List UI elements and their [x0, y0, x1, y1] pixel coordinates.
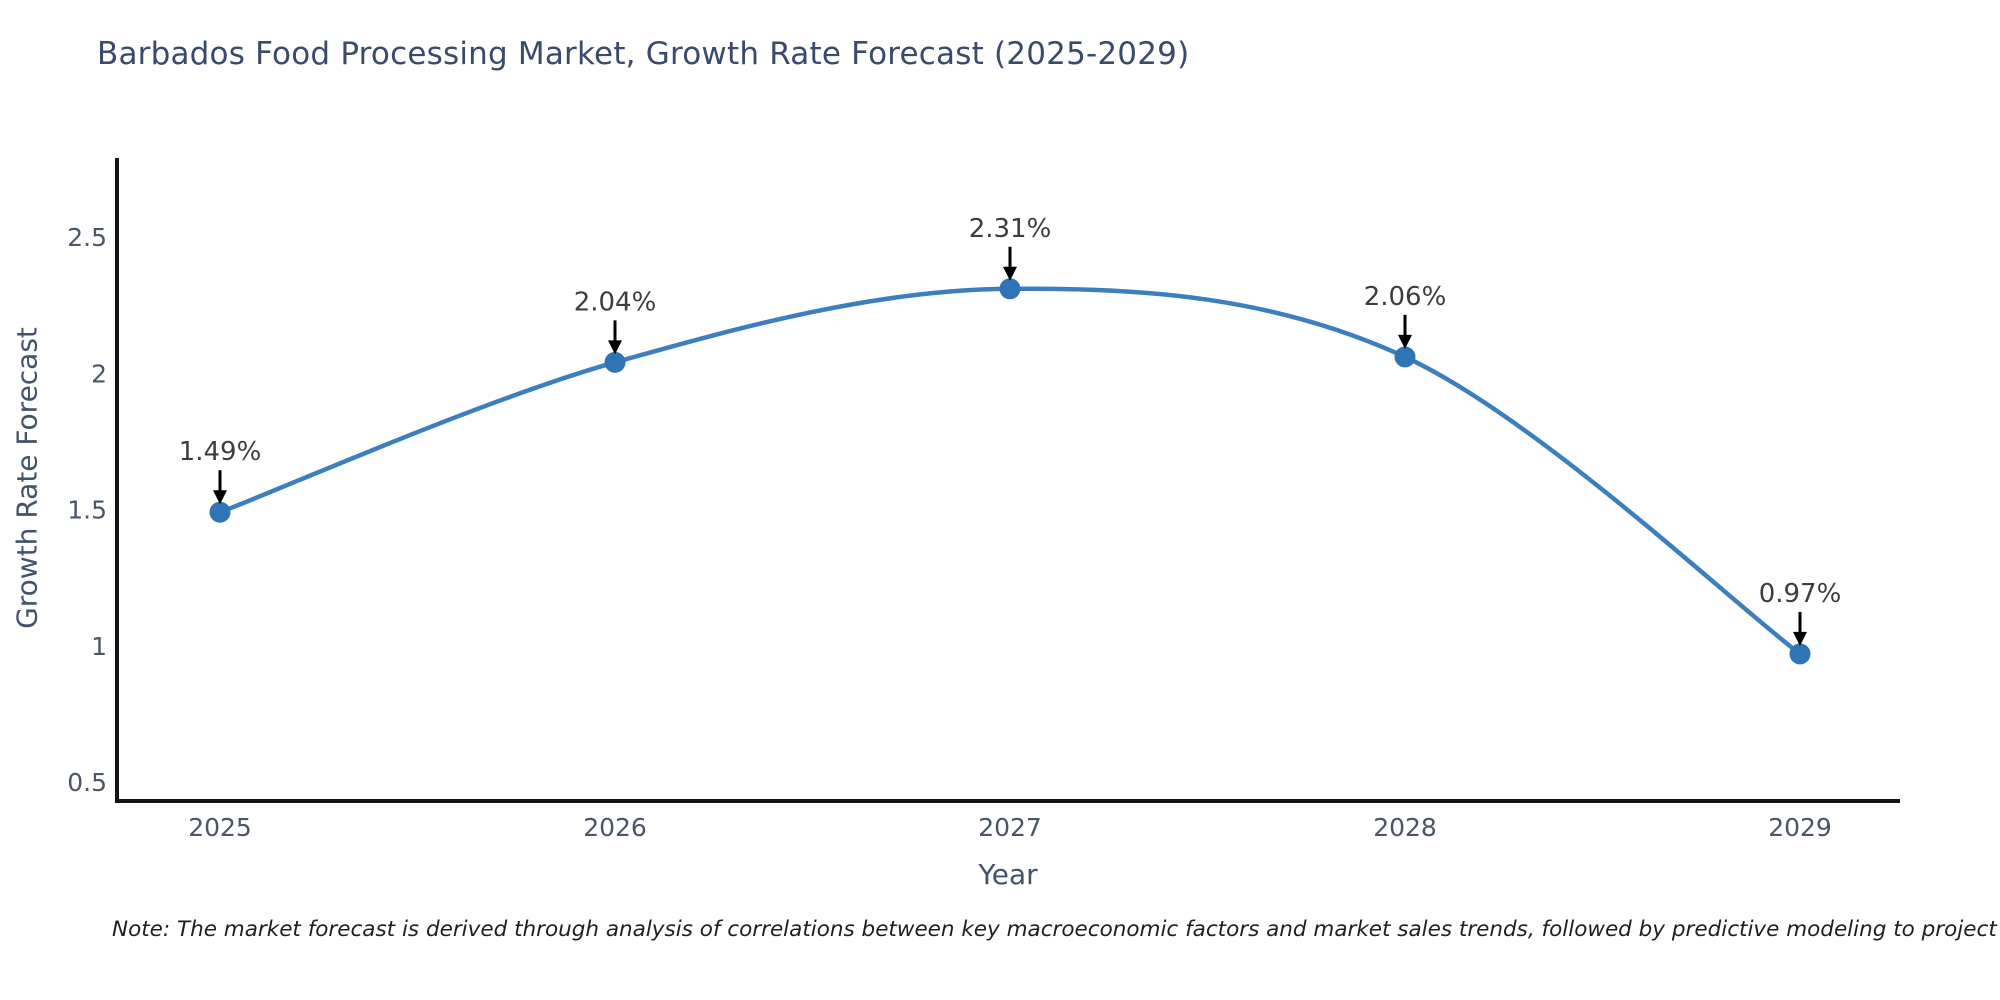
- y-tick-label: 2: [91, 359, 107, 388]
- data-point-2027[interactable]: [999, 278, 1021, 300]
- point-annotation: 0.97%: [1759, 579, 1842, 609]
- point-annotation: 2.31%: [969, 214, 1052, 244]
- chart-title: Barbados Food Processing Market, Growth …: [97, 36, 1190, 72]
- y-tick-label: 1: [91, 632, 107, 661]
- forecast-line: [217, 286, 1803, 657]
- point-annotation: 2.04%: [574, 287, 657, 317]
- x-axis-title: Year: [978, 858, 1038, 891]
- x-tick-label: 2026: [583, 813, 647, 842]
- data-point-2028[interactable]: [1394, 346, 1416, 368]
- data-point-2026[interactable]: [604, 351, 626, 373]
- annotation-arrowhead: [1793, 631, 1807, 646]
- data-point-2025[interactable]: [209, 501, 231, 523]
- x-tick-label: 2027: [978, 813, 1042, 842]
- annotation-arrowhead: [1398, 334, 1412, 349]
- x-tick-label: 2025: [188, 813, 252, 842]
- x-tick-label: 2029: [1768, 813, 1832, 842]
- data-point-2029[interactable]: [1789, 643, 1811, 665]
- annotation-arrowhead: [1003, 266, 1017, 281]
- y-axis-title: Growth Rate Forecast: [10, 327, 44, 629]
- point-annotation: 1.49%: [179, 437, 262, 467]
- y-tick-label: 2.5: [67, 223, 107, 252]
- y-tick-label: 1.5: [67, 496, 107, 525]
- annotation-arrowhead: [213, 490, 227, 505]
- footnote: Note: The market forecast is derived thr…: [112, 917, 2000, 942]
- annotation-arrowhead: [608, 340, 622, 355]
- point-annotation: 2.06%: [1364, 282, 1447, 312]
- y-tick-label: 0.5: [67, 768, 107, 797]
- x-tick-label: 2028: [1373, 813, 1437, 842]
